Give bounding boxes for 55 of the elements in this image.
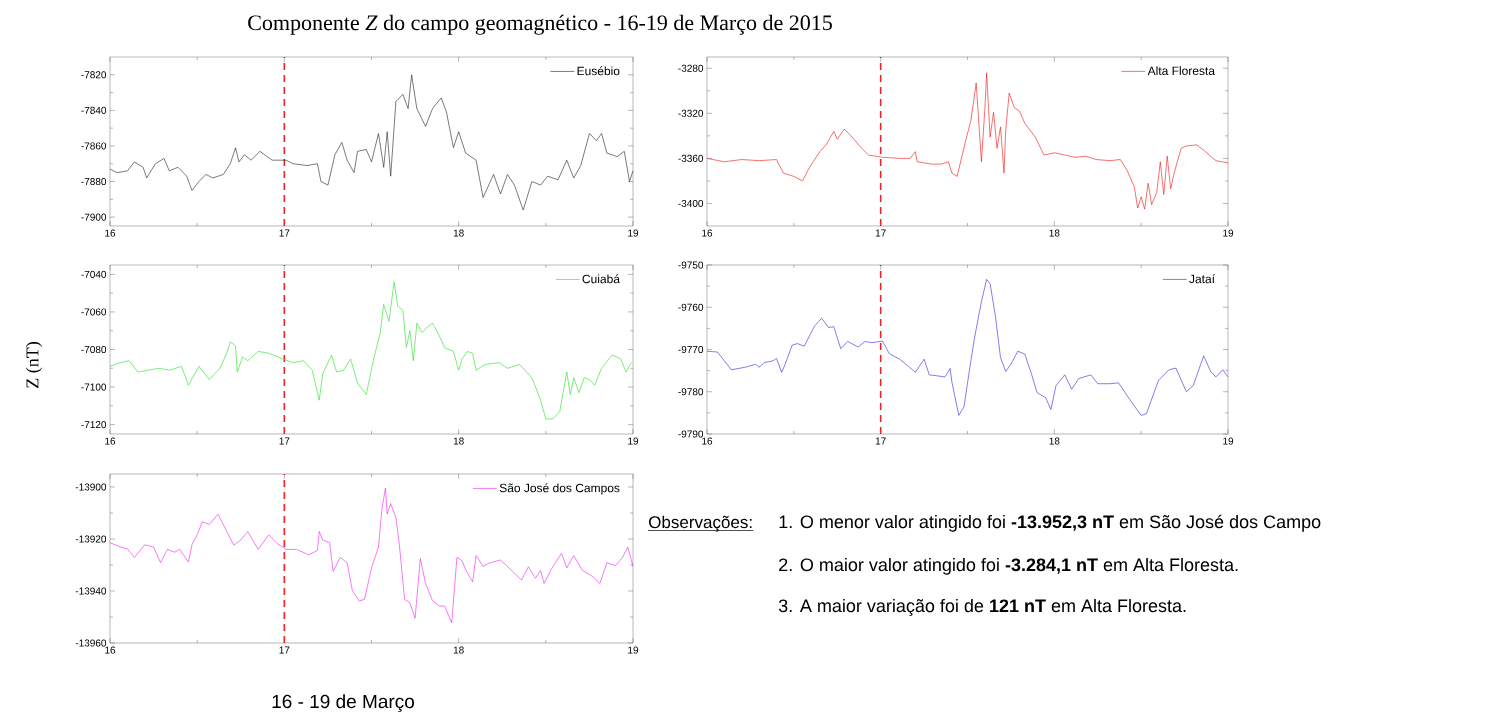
y-tick-label: -13900 <box>75 483 107 491</box>
y-tick-label: -9760 <box>678 303 704 311</box>
x-tick-label: 18 <box>453 646 464 654</box>
y-tick-label: -7080 <box>81 345 107 354</box>
legend-label: Eusébio <box>577 66 620 76</box>
text: Observações: <box>649 515 752 532</box>
legend-label: Jataí <box>1189 274 1215 284</box>
y-tick-label: -7900 <box>81 213 107 221</box>
y-tick-label: -3320 <box>678 109 704 117</box>
y-tick-label: -7120 <box>81 421 107 429</box>
x-tick-label: 16 <box>105 229 116 237</box>
x-tick-label: 16 <box>702 437 713 445</box>
legend-label: Alta Floresta <box>1147 66 1215 76</box>
x-tick-label: 18 <box>453 229 464 237</box>
x-tick-label: 18 <box>1049 229 1060 237</box>
x-tick-label: 17 <box>279 437 290 445</box>
y-tick-label: -9780 <box>678 388 704 396</box>
y-tick-label: -7040 <box>81 270 107 278</box>
y-tick-label: -7860 <box>81 142 107 150</box>
x-tick-label: 16 <box>105 646 116 654</box>
x-tick-label: 19 <box>1223 437 1234 445</box>
x-tick-label: 17 <box>875 229 886 237</box>
x-tick-label: 17 <box>279 229 290 237</box>
x-tick-label: 16 <box>702 229 713 237</box>
y-tick-label: -9770 <box>678 345 704 354</box>
text: 1. O menor valor atingido foi -13.952,3 nT em São José dos Campo <box>779 514 1321 532</box>
x-tick-label: 17 <box>875 437 886 445</box>
y-tick-label: -3400 <box>678 199 704 207</box>
legend-label: São José dos Campos <box>499 483 620 495</box>
y-tick-label: -7060 <box>81 308 107 316</box>
y-tick-label: -7840 <box>81 106 107 114</box>
x-tick-label: 19 <box>628 646 639 654</box>
legend-label: Cuiabá <box>582 274 620 284</box>
x-tick-label: 18 <box>453 437 464 445</box>
y-tick-label: -13920 <box>75 535 107 543</box>
chart-title: Componente Z do campo geomagnético - 16-19 de Março de 2015 <box>248 14 832 35</box>
y-tick-label: -13960 <box>75 639 107 647</box>
x-tick-label: 19 <box>628 437 639 445</box>
y-axis-title: Z (nT) <box>25 342 43 388</box>
text: 2. O maior valor atingido foi -3.284,1 nT em Alta Floresta. <box>779 557 1238 575</box>
y-tick-label: -7820 <box>81 71 107 79</box>
y-tick-label: -9750 <box>678 261 704 269</box>
x-tick-label: 16 <box>105 437 116 445</box>
x-axis-title: 16 - 19 de Março <box>272 694 414 713</box>
text: 3. A maior variação foi de 121 nT em Alta Floresta. <box>778 598 1186 616</box>
y-tick-label: -7100 <box>81 383 107 391</box>
x-tick-label: 18 <box>1049 437 1060 445</box>
x-tick-label: 19 <box>628 229 639 237</box>
y-tick-label: -7880 <box>81 177 107 186</box>
x-tick-label: 17 <box>279 646 290 654</box>
y-tick-label: -13940 <box>75 587 107 595</box>
y-tick-label: -3280 <box>678 64 704 72</box>
x-tick-label: 19 <box>1223 229 1234 237</box>
y-tick-label: -3360 <box>678 154 704 162</box>
y-tick-label: -9790 <box>678 430 704 438</box>
